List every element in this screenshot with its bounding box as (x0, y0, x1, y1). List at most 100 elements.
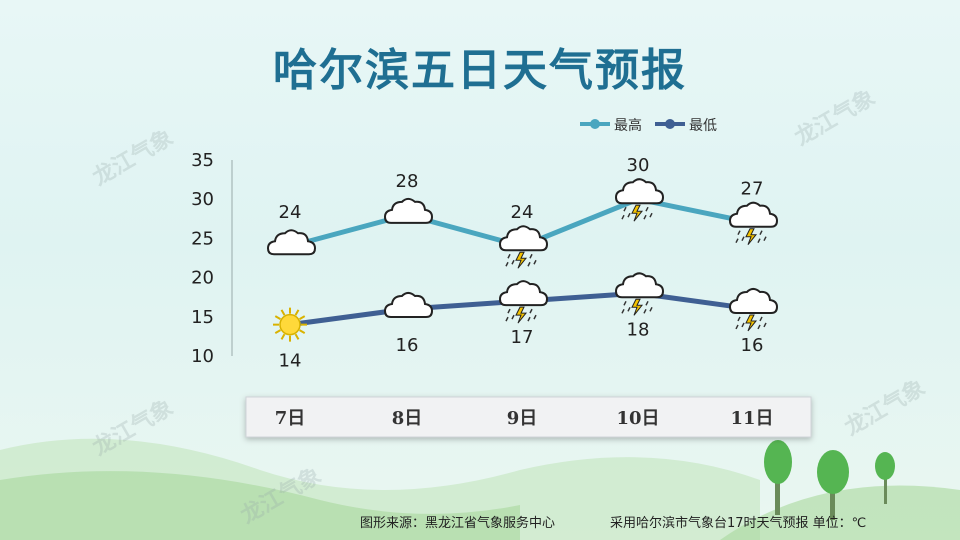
rain-drop (527, 316, 531, 322)
thunderstorm-icon (614, 272, 665, 316)
rain-drop (757, 238, 761, 244)
y-tick-label: 25 (191, 228, 214, 249)
rain-drop (527, 261, 531, 267)
data-label-high: 27 (741, 179, 764, 200)
rain-drop (643, 214, 647, 220)
value-labels: 24 28 24 30 27 14 16 17 18 16 (279, 155, 764, 371)
y-tick-label: 15 (191, 307, 214, 328)
data-label-low: 14 (279, 351, 302, 372)
data-label-low: 16 (741, 335, 764, 356)
sun-core (279, 313, 301, 336)
rain-drop (507, 308, 511, 314)
rain-drop (511, 259, 515, 265)
cloud-shape (728, 201, 779, 228)
data-label-high: 24 (279, 202, 302, 223)
thunderstorm-icon (498, 280, 549, 324)
cloud-shape (614, 272, 665, 299)
thunderstorm-icon (728, 201, 779, 246)
rain-drop (763, 236, 767, 242)
rain-drop (627, 306, 631, 312)
rain-drop (505, 261, 509, 267)
x-tick-label: 9日 (507, 408, 538, 429)
legend: 最高 最低 (580, 117, 717, 134)
cloud-shape (498, 280, 549, 307)
sun-ray (274, 329, 281, 335)
rain-drop (621, 214, 625, 220)
rain-drop (735, 324, 739, 330)
data-label-low: 18 (627, 319, 650, 340)
rain-drop (533, 259, 537, 265)
legend-item: 最低 (655, 118, 717, 134)
cloud-icon (383, 197, 434, 224)
rain-drop (759, 230, 763, 236)
x-tick-label: 11日 (730, 408, 773, 429)
day-labels: 7日 8日 9日 10日 11日 (275, 408, 774, 429)
data-label-low: 17 (511, 327, 534, 348)
legend-label: 最低 (689, 118, 717, 134)
rain-drop (649, 306, 653, 312)
rain-drop (643, 308, 647, 314)
rain-drop (763, 322, 767, 328)
rain-drop (533, 314, 537, 320)
y-tick-label: 35 (191, 150, 214, 171)
rain-drop (529, 253, 533, 259)
lightning-bolt (745, 228, 758, 246)
cloud-shape (498, 225, 549, 252)
legend-item: 最高 (580, 117, 642, 134)
rain-drop (737, 316, 741, 322)
lightning-bolt (745, 314, 758, 332)
sun-ray (280, 333, 286, 340)
cloud-shape (728, 287, 779, 314)
weather-icons (266, 178, 779, 342)
cloud-shape (383, 197, 434, 224)
y-tick-label: 10 (191, 346, 214, 367)
legend-label: 最高 (614, 117, 642, 134)
sun-ray (280, 309, 286, 316)
thunderstorm-icon (728, 287, 779, 332)
rain-drop (505, 316, 509, 322)
y-axis-ticks: 10 15 20 25 30 35 (191, 150, 214, 367)
rain-drop (645, 206, 649, 212)
sun-ray (294, 309, 300, 316)
rain-drop (621, 308, 625, 314)
cloud-icon (266, 229, 317, 256)
rain-drop (735, 238, 739, 244)
lightning-bolt (515, 306, 528, 324)
cloud-shape (266, 229, 317, 256)
rain-drop (741, 236, 745, 242)
data-label-high: 30 (627, 155, 650, 176)
lightning-bolt (515, 251, 528, 269)
data-label-low: 16 (396, 335, 419, 356)
rain-drop (511, 314, 515, 320)
rain-drop (737, 230, 741, 236)
x-tick-label: 8日 (392, 408, 423, 429)
sun-ray (299, 315, 306, 321)
legend-marker (665, 119, 675, 129)
day-bar (245, 396, 812, 438)
rain-drop (623, 300, 627, 306)
legend-marker (590, 119, 600, 129)
rain-drop (757, 324, 761, 330)
source-label: 图形来源：黑龙江省气象服务中心 (360, 516, 556, 531)
rain-drop (741, 322, 745, 328)
cloud-shape (383, 291, 434, 318)
x-tick-label: 7日 (275, 408, 306, 429)
sun-ray (274, 315, 281, 321)
data-label-high: 24 (511, 202, 534, 223)
rain-drop (759, 316, 763, 322)
thunderstorm-icon (614, 178, 665, 222)
sun-icon (273, 307, 307, 342)
cloud-icon (383, 291, 434, 318)
data-label-high: 28 (396, 171, 419, 192)
rain-drop (507, 253, 511, 259)
rain-drop (529, 308, 533, 314)
thunderstorm-icon (498, 225, 549, 269)
rain-drop (627, 212, 631, 218)
y-tick-label: 30 (191, 189, 214, 210)
cloud-shape (614, 178, 665, 205)
lightning-bolt (631, 204, 644, 222)
sun-ray (294, 333, 300, 340)
y-tick-label: 20 (191, 268, 214, 289)
